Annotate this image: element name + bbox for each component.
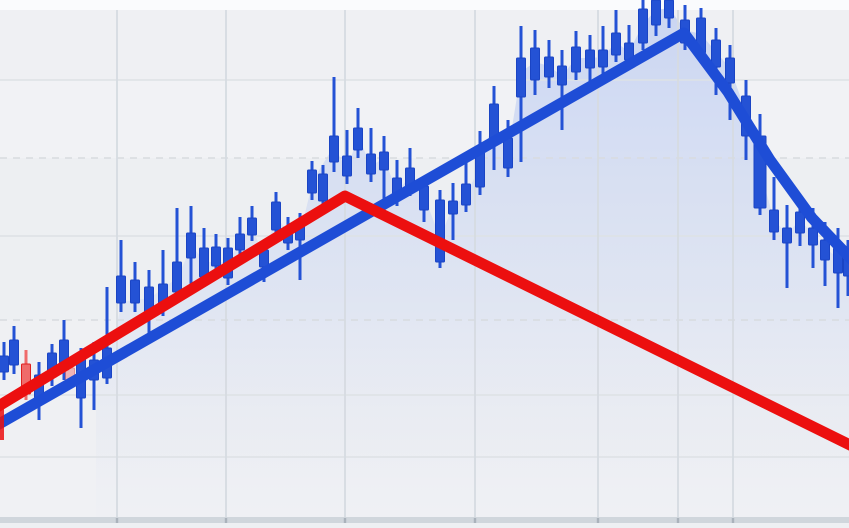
candle <box>611 10 621 62</box>
candle-body <box>585 49 595 69</box>
candle-body <box>199 247 209 278</box>
candle-body <box>808 227 818 246</box>
candle <box>530 30 540 95</box>
candle <box>235 217 245 257</box>
candle <box>318 165 328 210</box>
x-axis-lower-band <box>0 523 849 528</box>
blue-trendline-layer <box>0 27 849 430</box>
candle-body <box>116 275 126 304</box>
candle-body <box>9 339 19 366</box>
candle <box>782 205 792 288</box>
candle-body <box>557 65 567 86</box>
red-edge-sliver <box>0 406 4 440</box>
candle <box>379 136 389 210</box>
candle-body <box>782 227 792 244</box>
candle <box>664 0 674 28</box>
candle <box>544 40 554 88</box>
candle-body <box>247 217 257 236</box>
candle-body <box>530 47 540 81</box>
candle <box>516 26 526 162</box>
candle-body <box>598 49 608 68</box>
candle-body <box>130 279 140 304</box>
candle-body <box>271 201 281 231</box>
candle <box>353 108 363 158</box>
candle-body <box>307 169 317 194</box>
candle <box>638 0 648 50</box>
candle <box>0 342 9 380</box>
candle <box>725 45 735 120</box>
candle <box>342 130 352 184</box>
candle-body <box>544 56 554 78</box>
candle <box>211 234 221 272</box>
candle-body <box>329 135 339 163</box>
x-axis-tick <box>676 518 680 523</box>
axis-layer <box>0 517 849 528</box>
candle-body <box>318 173 328 202</box>
candle-body <box>651 0 661 26</box>
candle-body <box>366 153 376 175</box>
candle <box>435 190 445 268</box>
candle-body <box>461 183 471 206</box>
x-axis-band <box>0 517 849 523</box>
candle <box>9 326 19 374</box>
candle-body <box>419 185 429 211</box>
candle <box>651 0 661 36</box>
red-trendline-layer <box>0 190 849 451</box>
candle-body <box>503 137 513 169</box>
candle-body <box>0 355 9 373</box>
candle-body <box>172 261 182 293</box>
x-axis-tick <box>224 518 228 523</box>
red-trendline <box>0 190 849 451</box>
candle-body <box>353 127 363 151</box>
background-band <box>0 0 849 10</box>
candle <box>116 240 126 312</box>
candle <box>271 192 281 237</box>
edge-layer <box>0 406 4 440</box>
x-axis-tick <box>473 518 477 523</box>
candle-body <box>186 232 196 259</box>
candle-body <box>769 209 779 233</box>
x-axis-tick <box>731 518 735 523</box>
candle <box>329 77 339 172</box>
blue-trendline <box>0 27 849 430</box>
x-axis-tick <box>115 518 119 523</box>
candle-body <box>448 200 458 215</box>
candle-body <box>342 155 352 177</box>
candle-body <box>795 211 805 234</box>
candle-body <box>664 0 674 19</box>
candle <box>598 26 608 76</box>
candle-body <box>379 151 389 171</box>
x-axis-tick <box>596 518 600 523</box>
candle-body <box>435 199 445 263</box>
candle-body <box>820 239 830 261</box>
candle <box>307 161 317 200</box>
candles-layer <box>0 0 849 428</box>
candle-body <box>571 46 581 73</box>
candle-body <box>638 8 648 44</box>
candle-body <box>235 233 245 251</box>
candle <box>172 208 182 300</box>
x-axis-tick <box>343 518 347 523</box>
candle <box>571 31 581 80</box>
candle <box>461 163 471 212</box>
candle-body <box>611 32 621 56</box>
candle <box>557 50 567 130</box>
candle <box>366 128 376 182</box>
candle-body <box>516 57 526 98</box>
candle <box>448 183 458 240</box>
candle-body <box>211 246 221 267</box>
candle <box>769 177 779 240</box>
candle <box>130 262 140 312</box>
candle <box>247 206 257 241</box>
candle-body <box>725 57 735 84</box>
candle <box>186 206 196 290</box>
